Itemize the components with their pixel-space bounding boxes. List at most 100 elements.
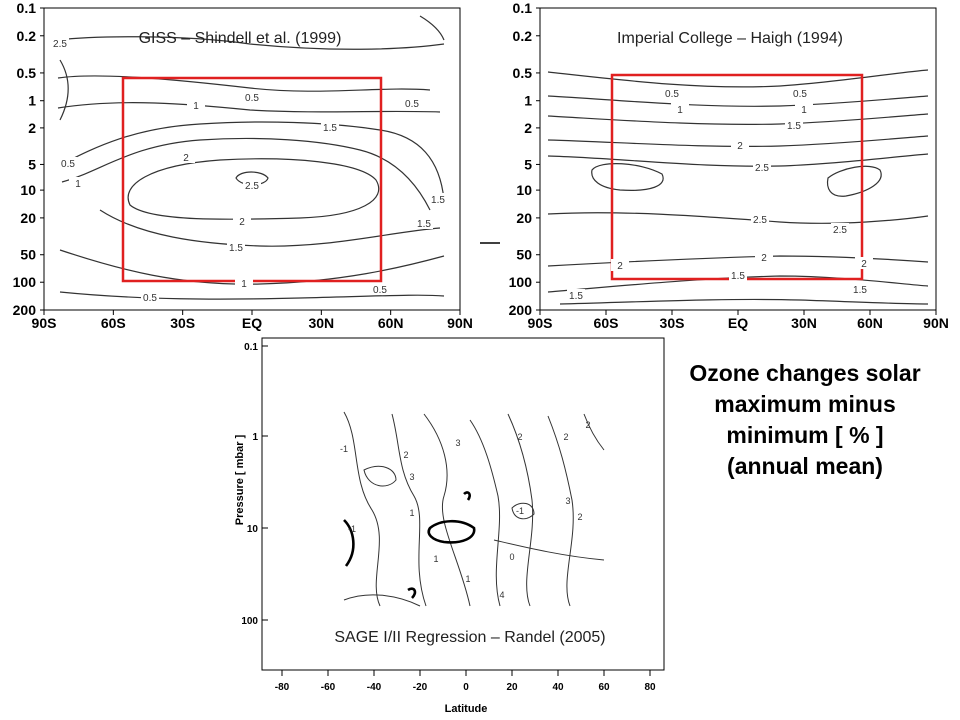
giss-contour-label-bg [415, 217, 433, 229]
imperial-contour-label-bg [567, 289, 585, 301]
imperial-contour-label-bg [795, 103, 813, 115]
sage-contour-label: 3 [565, 496, 570, 506]
giss-y-tick-label: 5 [28, 156, 36, 172]
giss-contour-label-bg [233, 215, 251, 227]
giss-x-tick-label: 30N [308, 315, 334, 331]
giss-contour-label-bg [321, 121, 339, 133]
imperial-contour-label: 0.5 [793, 89, 807, 100]
imperial-contour-label: 1 [801, 105, 807, 116]
sage-x-tick-label: -40 [367, 682, 382, 693]
sage-x-axis-label: Latitude [445, 703, 488, 715]
imperial-y-tick-label: 100 [509, 274, 533, 290]
sage-bold-contours [343, 491, 476, 599]
headline-line-4: (annual mean) [727, 453, 883, 479]
giss-y-tick-label: 1 [28, 93, 36, 109]
sage-contour-label: 1 [465, 574, 470, 584]
sage-y-tick-label: 0.1 [244, 342, 258, 353]
giss-y-tick-label: 100 [13, 274, 37, 290]
giss-contour-label-bg [403, 97, 421, 109]
sage-contour-label: 2 [585, 420, 590, 430]
sage-x-tick-label: 0 [463, 682, 469, 693]
imperial-contour-label: 2.5 [755, 163, 769, 174]
giss-y-tick-label: 0.5 [17, 65, 37, 81]
imperial-contour-label-bg [751, 213, 769, 225]
sage-contour-label: 3 [455, 438, 460, 448]
sage-y-tick-label: 100 [241, 616, 258, 627]
figure-headline: Ozone changes solar maximum minus minimu… [660, 358, 950, 482]
imperial-y-tick-label: 200 [509, 302, 533, 318]
giss-contour-label: 1.5 [431, 195, 445, 206]
sage-contour-lines [343, 411, 605, 607]
sage-contour-label: 2 [577, 512, 582, 522]
imperial-contour-label-bg [851, 283, 869, 295]
giss-x-tick-label: EQ [242, 315, 262, 331]
giss-contour-label: 2.5 [245, 181, 259, 192]
sage-x-tick-label: -80 [275, 682, 290, 693]
imperial-x-tick-label: 60S [594, 315, 619, 331]
imperial-contour-label-bg [831, 223, 849, 235]
imperial-contour-label-bg [855, 257, 873, 269]
imperial-contour-label-bg [611, 259, 629, 271]
giss-y-tick-label: 200 [13, 302, 37, 318]
sage-contour-label: 2 [403, 450, 408, 460]
imperial-contour-label: 1 [677, 105, 683, 116]
imperial-contour-label-bg [731, 139, 749, 151]
imperial-y-tick-label: 2 [524, 120, 532, 136]
giss-contour-label-bg [177, 151, 195, 163]
sage-contour-label: 1 [433, 554, 438, 564]
sage-x-tick-label: -60 [321, 682, 336, 693]
imperial-contour-label-bg [671, 103, 689, 115]
sage-contour-label: 4 [499, 590, 504, 600]
giss-contour-label-bg [235, 277, 253, 289]
imperial-contour-label-bg [785, 119, 803, 131]
imperial-panel-label: Imperial College – Haigh (1994) [617, 30, 843, 47]
giss-contour-label-bg [371, 283, 389, 295]
imperial-x-tick-label: 30S [660, 315, 685, 331]
giss-contour-label-bg [243, 91, 261, 103]
sage-contour-label: 2 [517, 432, 522, 442]
sage-contour-label: -1 [340, 444, 348, 454]
giss-contour-label: 1.5 [323, 123, 337, 134]
imperial-x-tick-label: 90N [923, 315, 949, 331]
imperial-y-tick-label: 0.5 [513, 65, 533, 81]
imperial-contour-label: 2.5 [833, 225, 847, 236]
imperial-x-tick-label: 60N [857, 315, 883, 331]
sage-panel-label: SAGE I/II Regression – Randel (2005) [334, 629, 605, 646]
imperial-contour-label: 0.5 [665, 89, 679, 100]
giss-contour-label: 2.5 [53, 39, 67, 50]
giss-contour-label-bg [227, 241, 245, 253]
panel-sage-frame [261, 337, 665, 671]
sage-x-tick-label: 20 [506, 682, 518, 693]
giss-x-tick-label: 90S [32, 315, 57, 331]
giss-y-tick-label: 20 [20, 210, 36, 226]
imperial-x-tick-label: 90S [528, 315, 553, 331]
giss-contour-label: 1 [241, 279, 247, 290]
sage-contour-label: 2 [563, 432, 568, 442]
sage-x-tick-label: 60 [598, 682, 610, 693]
giss-contour-label-bg [187, 99, 205, 111]
giss-y-tick-label: 0.1 [17, 0, 37, 16]
giss-y-tick-label: 50 [20, 247, 36, 263]
giss-contour-label: 0.5 [143, 293, 157, 304]
imperial-contour-label-bg [791, 87, 809, 99]
sage-x-tick-label: 80 [644, 682, 656, 693]
imperial-contour-label: 2 [617, 261, 623, 272]
imperial-contour-label: 2 [861, 259, 867, 270]
sage-contour-label: 1 [409, 508, 414, 518]
imperial-y-tick-label: 50 [516, 247, 532, 263]
imperial-contour-label-bg [663, 87, 681, 99]
imperial-y-tick-label: 20 [516, 210, 532, 226]
imperial-contour-label: 1.5 [731, 271, 745, 282]
giss-contour-label-bg [69, 177, 87, 189]
imperial-contour-label: 1.5 [853, 285, 867, 296]
sage-y-axis-label: Pressure [ mbar ] [234, 434, 246, 525]
giss-x-tick-label: 60S [101, 315, 126, 331]
giss-contour-label: 1.5 [229, 243, 243, 254]
imperial-contour-label: 2 [737, 141, 743, 152]
sage-contour-label: -1 [516, 506, 524, 516]
sage-y-tick-label: 10 [247, 524, 259, 535]
giss-contour-label: 2 [239, 217, 245, 228]
imperial-contour-label-bg [755, 251, 773, 263]
giss-contour-label-bg [51, 37, 69, 49]
